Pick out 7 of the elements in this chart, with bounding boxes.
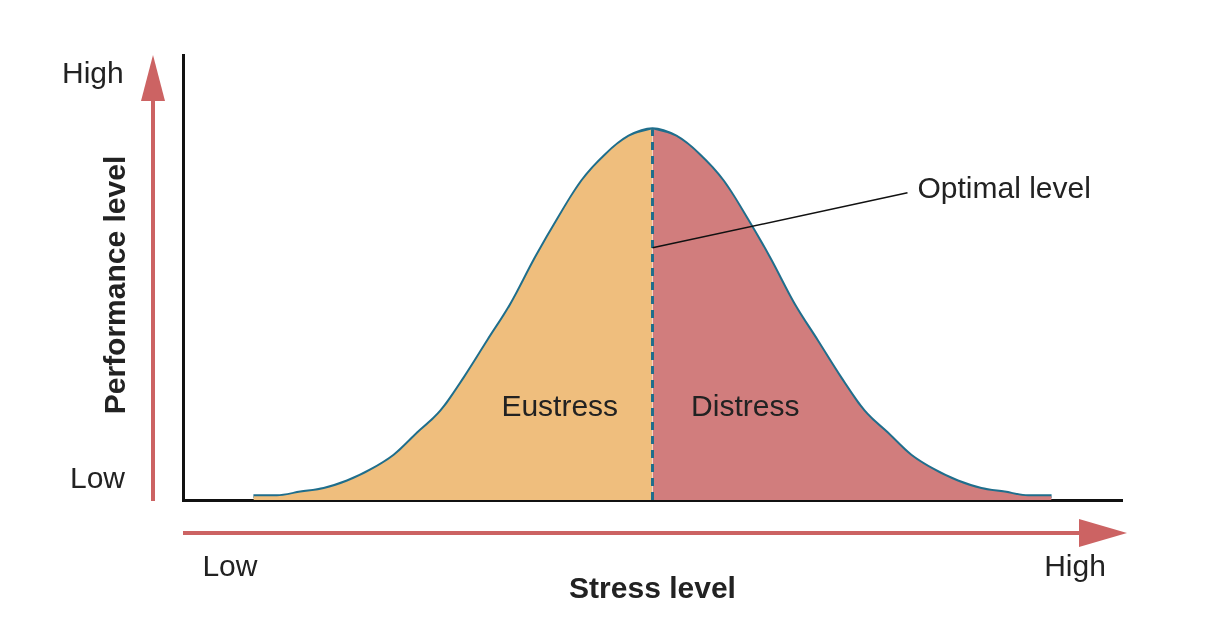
x-axis-title: Stress level [569, 571, 736, 605]
text: Optimal level [917, 171, 1091, 205]
y-axis-title: Performance level [98, 155, 132, 415]
text: High [62, 56, 124, 90]
series-label: Eustress [501, 388, 619, 422]
series-label: Distress [691, 388, 800, 422]
text: Low [70, 461, 126, 495]
